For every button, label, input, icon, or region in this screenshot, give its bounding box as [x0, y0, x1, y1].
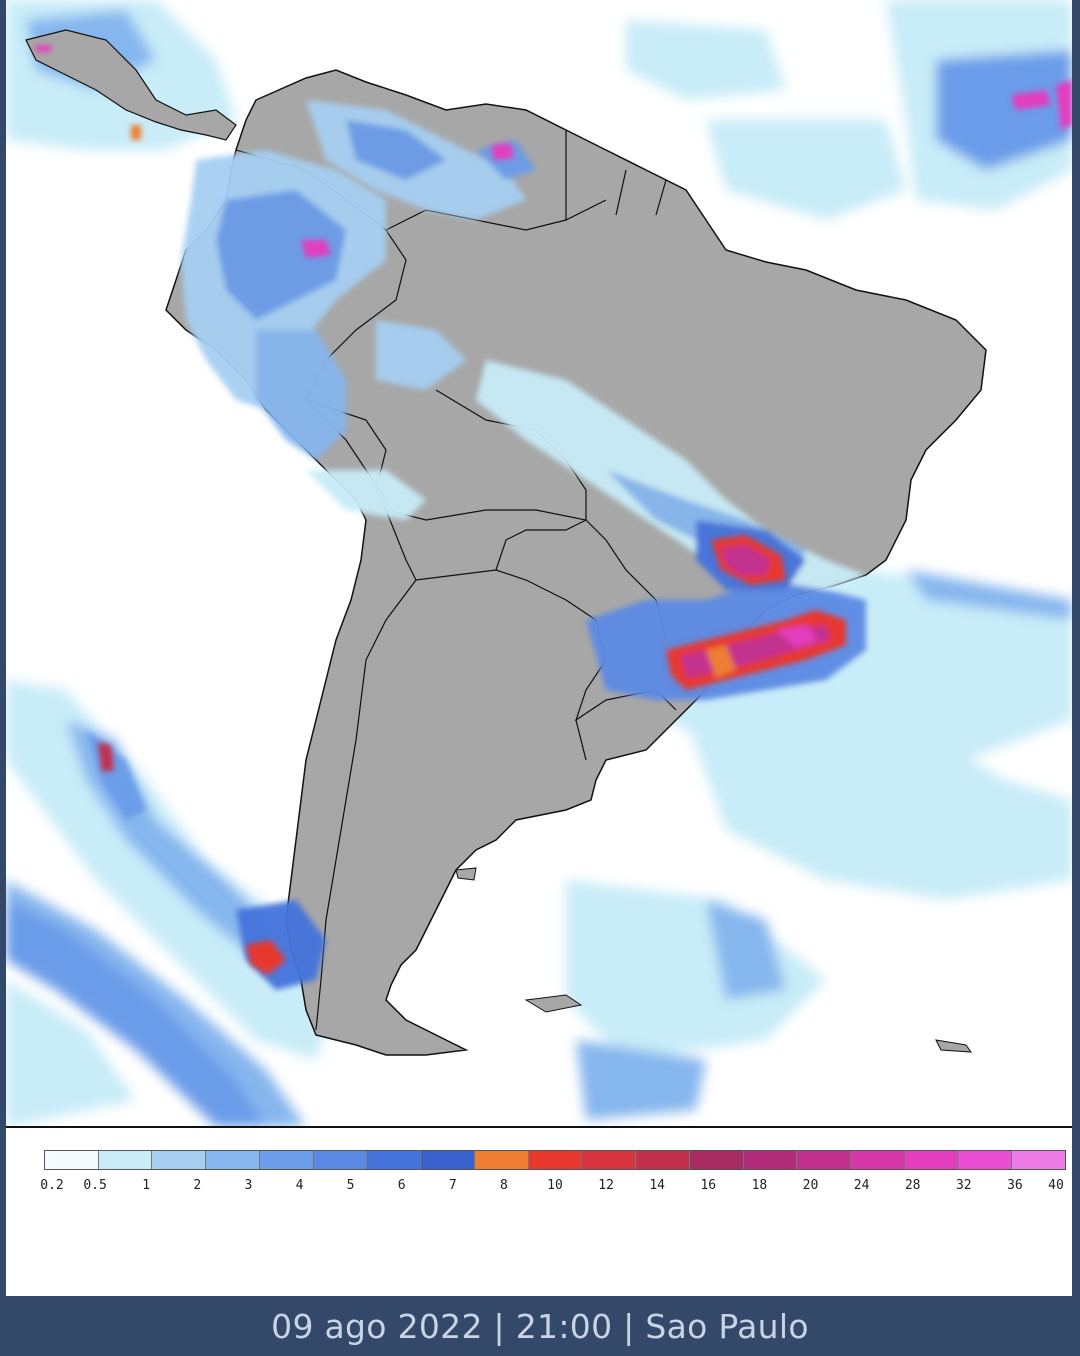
legend-tick-label: 16 — [700, 1178, 717, 1193]
legend-tick-labels: 0.2 0.5 1 2 3 4 5 6 7 8 10 12 14 16 18 20 24 28 32 36 40 — [40, 1178, 1066, 1198]
legend-swatch — [421, 1151, 475, 1169]
legend-swatch — [474, 1151, 529, 1169]
legend-tick-label: 32 — [955, 1178, 972, 1193]
precipitation-legend: 0.2 0.5 1 2 3 4 5 6 7 8 10 12 14 16 18 20 24 28 32 36 40 — [40, 1150, 1066, 1210]
forecast-caption: 09 ago 2022 | 21:00 | Sao Paulo — [271, 1306, 809, 1346]
legend-swatch — [45, 1151, 99, 1169]
legend-tick-label: 6 — [397, 1178, 406, 1193]
legend-tick-label: 0.2 — [40, 1178, 64, 1193]
legend-swatch — [259, 1151, 314, 1169]
legend-tick-label: 8 — [499, 1178, 508, 1193]
map-divider — [6, 1126, 1072, 1128]
ocean-precip-layer — [6, 0, 1072, 1127]
legend-swatch — [797, 1151, 852, 1169]
legend-tick-label: 3 — [244, 1178, 253, 1193]
legend-tick-label: 18 — [751, 1178, 768, 1193]
legend-swatch — [528, 1151, 583, 1169]
legend-swatch — [98, 1151, 153, 1169]
legend-tick-label: 14 — [649, 1178, 666, 1193]
legend-tick-label: 10 — [547, 1178, 563, 1193]
legend-swatch — [636, 1151, 690, 1169]
legend-tick-label: 24 — [853, 1178, 870, 1193]
legend-swatch — [582, 1151, 637, 1169]
legend-tick-label: 28 — [904, 1178, 921, 1193]
land-precip-layer — [86, 100, 866, 990]
legend-color-bar — [44, 1150, 1066, 1170]
legend-tick-label: 2 — [193, 1178, 202, 1193]
legend-tick-label: 0.5 — [83, 1178, 107, 1193]
legend-tick-label: 7 — [448, 1178, 457, 1193]
legend-swatch — [904, 1151, 959, 1169]
legend-swatch — [851, 1151, 905, 1169]
legend-tick-label: 36 — [1007, 1178, 1023, 1193]
legend-tick-label: 12 — [598, 1178, 614, 1193]
heavy-precip-layer — [36, 45, 1072, 975]
legend-swatch — [152, 1151, 207, 1169]
precipitation-map — [6, 0, 1072, 1127]
precipitation-map-svg — [6, 0, 1072, 1127]
legend-tick-label: 1 — [142, 1178, 151, 1193]
legend-swatch — [367, 1151, 422, 1169]
legend-swatch — [958, 1151, 1013, 1169]
footer-bar: 09 ago 2022 | 21:00 | Sao Paulo — [0, 1296, 1080, 1356]
legend-swatch — [313, 1151, 368, 1169]
legend-swatch — [1012, 1151, 1065, 1169]
forecast-panel: 0.2 0.5 1 2 3 4 5 6 7 8 10 12 14 16 18 20 24 28 32 36 40 — [6, 0, 1072, 1296]
legend-swatch — [206, 1151, 260, 1169]
legend-tick-label: 5 — [346, 1178, 355, 1193]
legend-tick-label: 40 — [1048, 1178, 1064, 1193]
app-frame: 0.2 0.5 1 2 3 4 5 6 7 8 10 12 14 16 18 20 24 28 32 36 40 — [6, 0, 1072, 1296]
legend-tick-label: 4 — [295, 1178, 304, 1193]
legend-swatch — [689, 1151, 744, 1169]
legend-swatch — [743, 1151, 798, 1169]
legend-tick-label: 20 — [802, 1178, 819, 1193]
